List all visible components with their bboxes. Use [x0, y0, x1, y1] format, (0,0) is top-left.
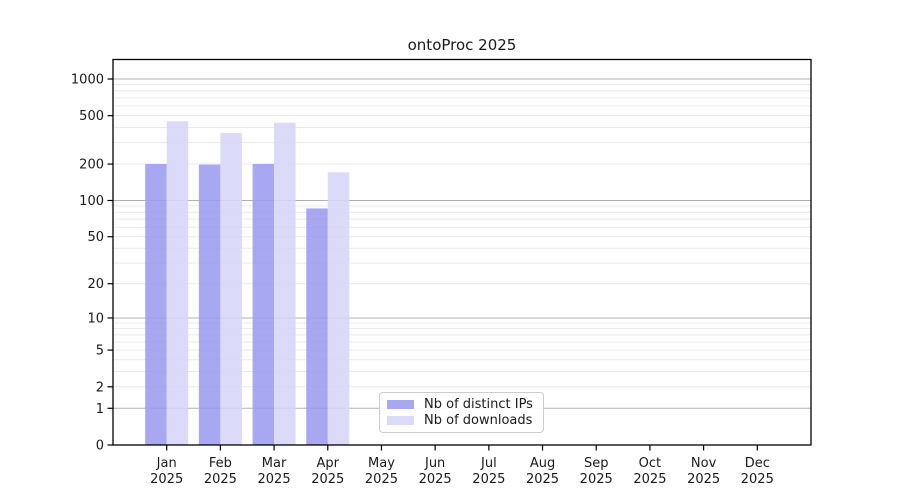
- x-tick-label: Aug 2025: [526, 456, 559, 487]
- x-tick-label: Jan 2025: [150, 456, 183, 487]
- y-tick-label: 500: [79, 109, 104, 124]
- x-tick-label: Mar 2025: [258, 456, 291, 487]
- x-tick-label: Sep 2025: [580, 456, 613, 487]
- x-tick-label: Oct 2025: [633, 456, 666, 487]
- legend-item-distinct-ips: Nb of distinct IPs: [387, 397, 537, 412]
- y-tick-label: 1: [96, 402, 104, 417]
- legend-item-downloads: Nb of downloads: [387, 413, 537, 428]
- x-tick-label: Nov 2025: [687, 456, 720, 487]
- y-tick-label: 10: [87, 311, 104, 326]
- legend-label-distinct-ips: Nb of distinct IPs: [424, 397, 533, 412]
- bar-downloads-jan: [166, 121, 189, 445]
- y-tick-label: 100: [79, 194, 104, 209]
- x-tick-label: May 2025: [365, 456, 398, 487]
- legend: Nb of distinct IPs Nb of downloads: [379, 392, 544, 433]
- legend-label-downloads: Nb of downloads: [424, 413, 533, 428]
- bar-distinct-ips-mar: [252, 164, 275, 446]
- x-tick-label: Jun 2025: [419, 456, 452, 487]
- x-tick-label: Apr 2025: [311, 456, 344, 487]
- y-tick-label: 5: [96, 344, 104, 359]
- bar-distinct-ips-feb: [198, 164, 221, 445]
- chart-title: ontoProc 2025: [407, 36, 517, 54]
- y-tick-label: 2: [96, 380, 104, 395]
- y-tick-label: 200: [79, 158, 104, 173]
- x-tick-label: Feb 2025: [204, 456, 237, 487]
- y-tick-label: 0: [96, 439, 104, 454]
- y-tick-label: 50: [87, 230, 104, 245]
- bar-downloads-feb: [220, 133, 242, 445]
- plot-frame: [112, 58, 812, 446]
- bar-downloads-mar: [274, 122, 296, 446]
- x-tick-label: Dec 2025: [741, 456, 774, 487]
- y-tick-label: 1000: [71, 73, 104, 88]
- bar-distinct-ips-apr: [306, 208, 328, 445]
- legend-swatch-distinct-ips-icon: [387, 400, 414, 409]
- bar-distinct-ips-jan: [145, 164, 167, 446]
- bar-downloads-apr: [327, 172, 350, 445]
- x-tick-label: Jul 2025: [472, 456, 505, 487]
- y-tick-label: 20: [87, 277, 104, 292]
- legend-swatch-downloads-icon: [387, 416, 414, 425]
